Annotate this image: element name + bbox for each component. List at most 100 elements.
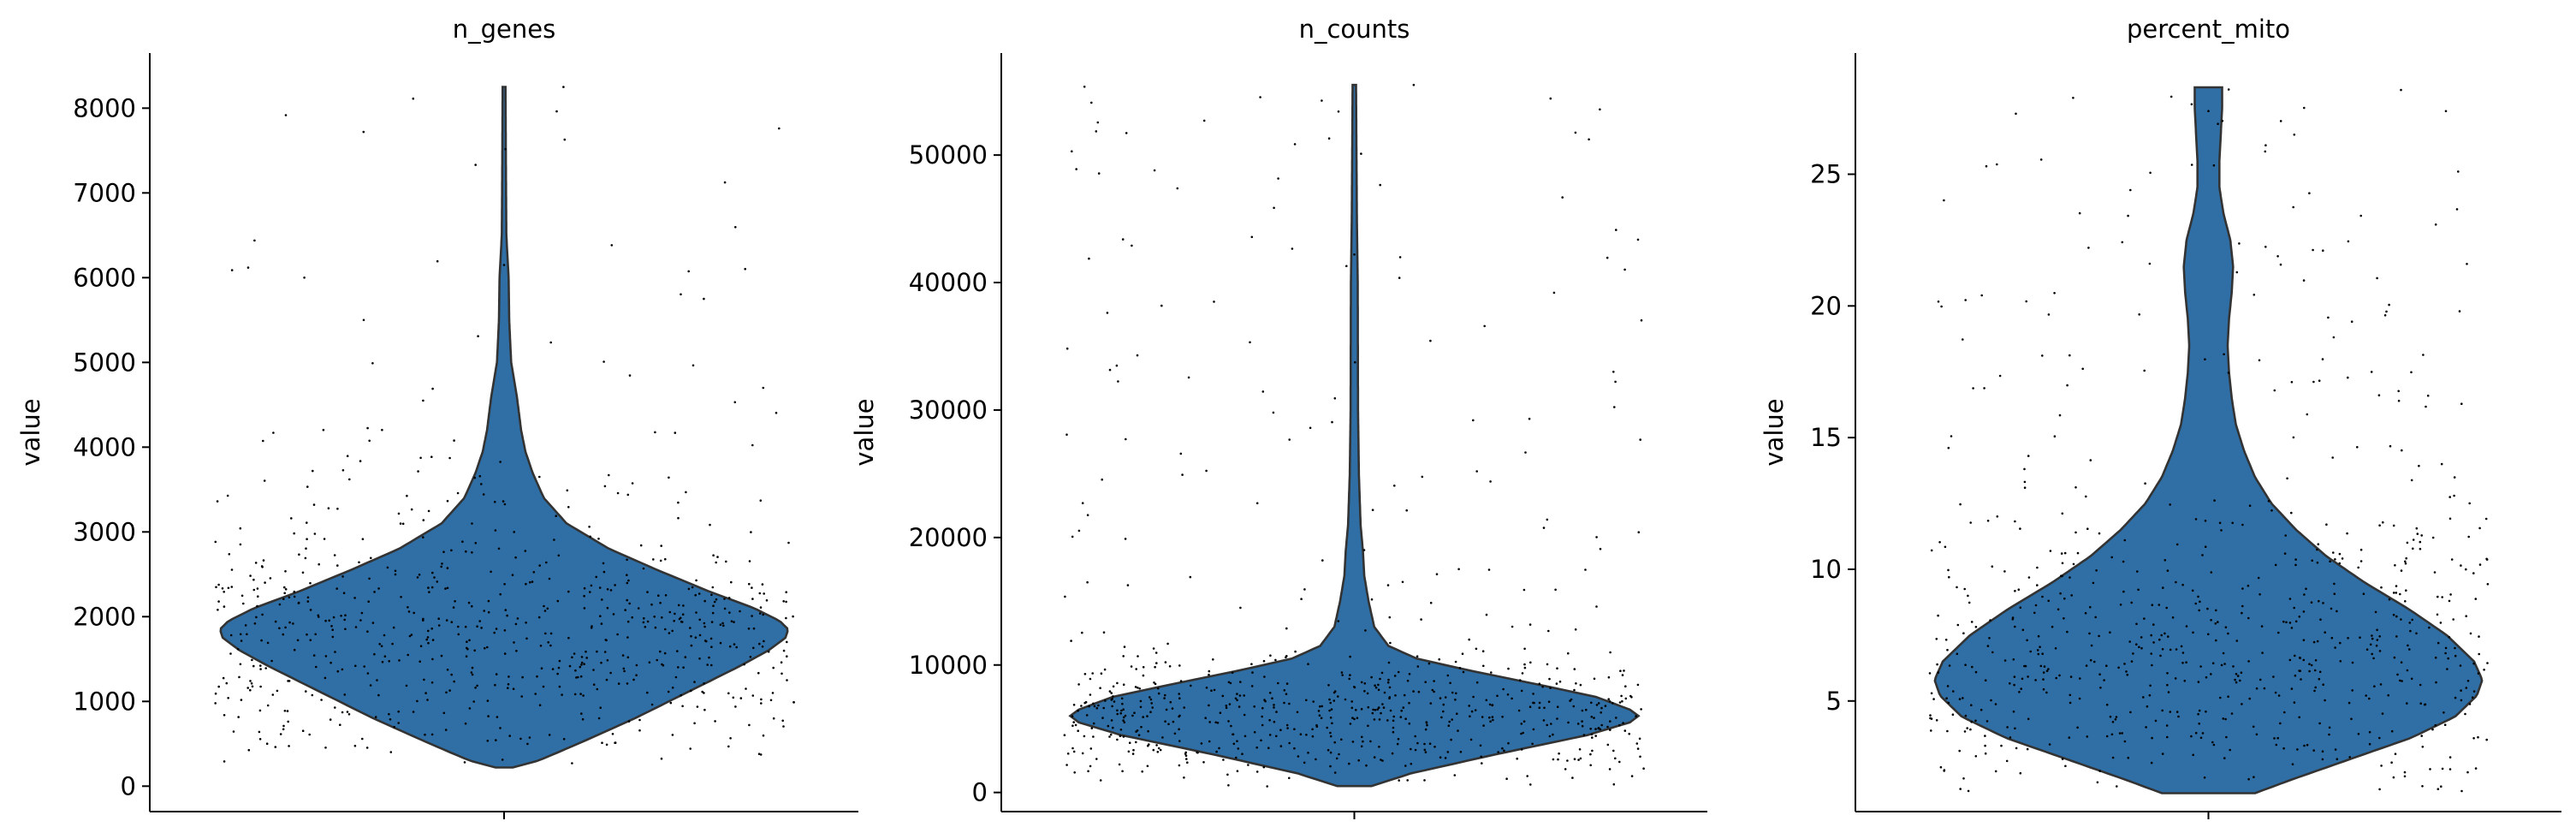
data-point — [252, 588, 256, 592]
data-point — [426, 699, 429, 701]
data-point — [511, 574, 514, 576]
data-point — [2303, 106, 2306, 110]
data-point — [2405, 589, 2407, 592]
data-point — [2359, 548, 2363, 551]
data-point — [709, 637, 713, 640]
data-point — [785, 591, 787, 593]
data-point — [1454, 660, 1457, 663]
data-point — [376, 679, 378, 681]
data-point — [1108, 368, 1112, 372]
data-point — [2123, 663, 2126, 665]
data-point — [1589, 764, 1592, 767]
data-point — [1479, 744, 1482, 747]
data-point — [1501, 716, 1504, 718]
data-point — [652, 558, 655, 561]
data-point — [1398, 256, 1402, 259]
data-point — [1393, 485, 1396, 487]
data-point — [507, 675, 510, 678]
data-point — [480, 627, 483, 629]
data-point — [2469, 632, 2472, 635]
data-point — [1943, 199, 1945, 202]
data-point — [1341, 674, 1344, 676]
data-point — [1609, 720, 1611, 723]
data-point — [2448, 599, 2451, 603]
data-point — [306, 538, 308, 540]
data-point — [1065, 764, 1068, 766]
data-point — [520, 695, 523, 698]
data-point — [495, 739, 497, 741]
data-point — [288, 596, 291, 599]
data-point — [1970, 721, 1973, 723]
data-point — [1930, 729, 1932, 732]
data-point — [1639, 438, 1641, 441]
data-point — [730, 580, 733, 584]
data-point — [664, 594, 668, 597]
data-point — [427, 509, 430, 513]
data-point — [271, 693, 275, 696]
data-point — [1609, 729, 1611, 731]
data-point — [1239, 681, 1242, 683]
data-point — [1609, 651, 1611, 654]
data-point — [1472, 695, 1475, 699]
data-point — [580, 712, 583, 715]
data-point — [592, 669, 595, 671]
data-point — [486, 740, 490, 742]
data-point — [2313, 669, 2317, 672]
data-point — [1297, 755, 1300, 758]
data-point — [528, 736, 531, 739]
data-point — [2404, 562, 2407, 565]
data-point — [377, 693, 380, 697]
data-point — [1383, 691, 1386, 694]
data-point — [1072, 721, 1075, 723]
data-point — [1485, 613, 1488, 616]
data-point — [1161, 736, 1164, 739]
data-point — [1455, 692, 1457, 695]
data-point — [782, 649, 786, 652]
data-point — [765, 599, 769, 602]
data-point — [664, 628, 667, 631]
data-point — [252, 578, 255, 581]
data-point — [1362, 740, 1364, 743]
data-point — [1398, 277, 1401, 279]
data-point — [1337, 110, 1340, 113]
data-point — [1164, 661, 1167, 663]
data-point — [2317, 543, 2320, 545]
data-point — [1615, 717, 1617, 719]
data-point — [2486, 583, 2490, 586]
data-point — [621, 654, 625, 657]
data-point — [306, 485, 309, 488]
data-point — [298, 553, 300, 556]
data-point — [725, 560, 727, 563]
data-point — [1936, 663, 1938, 666]
data-point — [723, 181, 727, 184]
data-point — [2175, 648, 2178, 651]
data-point — [353, 597, 356, 599]
data-point — [557, 554, 561, 557]
data-point — [782, 725, 785, 728]
data-point — [589, 535, 591, 538]
data-point — [1607, 698, 1610, 700]
data-point — [1321, 559, 1324, 562]
data-point — [2318, 670, 2322, 674]
data-point — [1377, 688, 1380, 692]
data-point — [605, 639, 608, 642]
data-point — [698, 657, 701, 660]
data-point — [2318, 379, 2321, 383]
data-point — [1599, 108, 1601, 111]
data-point — [2227, 695, 2229, 698]
data-point — [445, 619, 448, 622]
data-point — [2152, 623, 2155, 626]
data-point — [2027, 576, 2031, 579]
data-point — [2126, 673, 2129, 676]
data-point — [1268, 718, 1271, 722]
data-point — [293, 595, 296, 598]
data-point — [2441, 767, 2444, 770]
data-point — [448, 456, 451, 460]
data-point — [2021, 677, 2024, 681]
data-point — [468, 707, 472, 710]
data-point — [1481, 650, 1485, 652]
data-point — [2477, 735, 2479, 739]
data-point — [348, 478, 351, 481]
data-point — [2294, 620, 2298, 623]
